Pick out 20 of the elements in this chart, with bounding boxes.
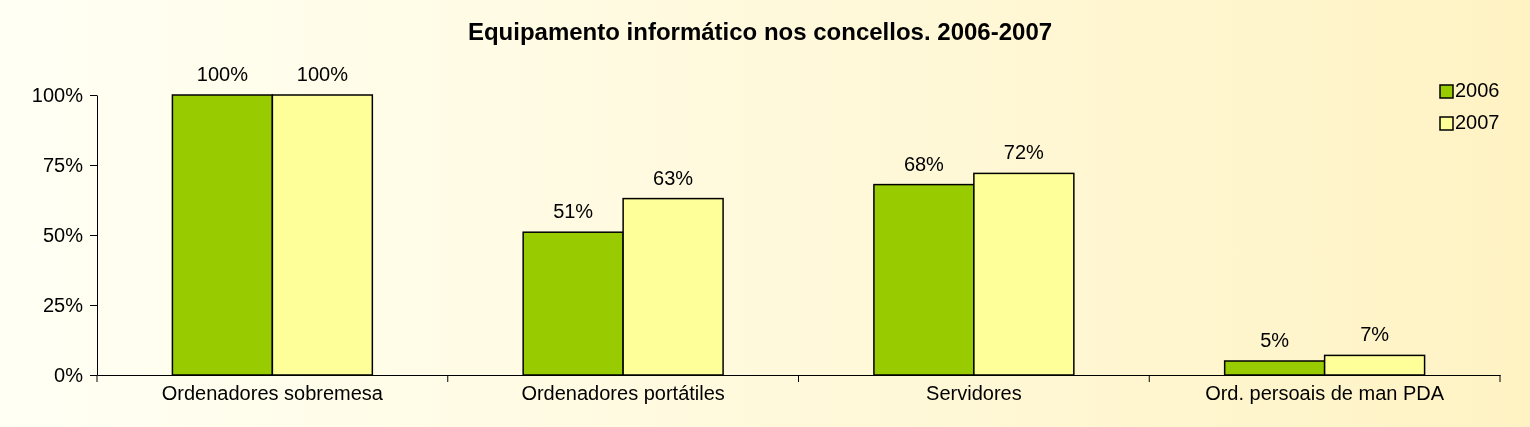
y-tick-label: 0% xyxy=(54,363,84,386)
data-label: 5% xyxy=(1260,329,1290,351)
y-tick-label: 50% xyxy=(42,223,84,246)
y-tick-label: 100% xyxy=(31,83,84,106)
y-tick-label: 75% xyxy=(42,153,84,176)
data-label: 51% xyxy=(553,200,594,223)
legend-label: 2006 xyxy=(1455,79,1500,101)
data-label: 100% xyxy=(296,63,349,85)
x-tick-label: Servidores xyxy=(926,382,1022,404)
data-label: 63% xyxy=(653,166,694,189)
data-label: 100% xyxy=(196,63,249,85)
y-tick-label: 25% xyxy=(42,293,84,316)
chart-title: Equipamento informático nos concellos. 2006-2007 xyxy=(467,18,1053,45)
legend-label: 2007 xyxy=(1455,111,1500,133)
x-tick-label: Ordenadores portátiles xyxy=(521,382,725,404)
data-label: 72% xyxy=(1003,141,1045,164)
data-label: 7% xyxy=(1360,323,1390,346)
x-tick-label: Ord. persoais de man PDA xyxy=(1205,382,1445,404)
x-tick-label: Ordenadores sobremesa xyxy=(161,382,384,404)
data-label: 68% xyxy=(903,152,945,175)
